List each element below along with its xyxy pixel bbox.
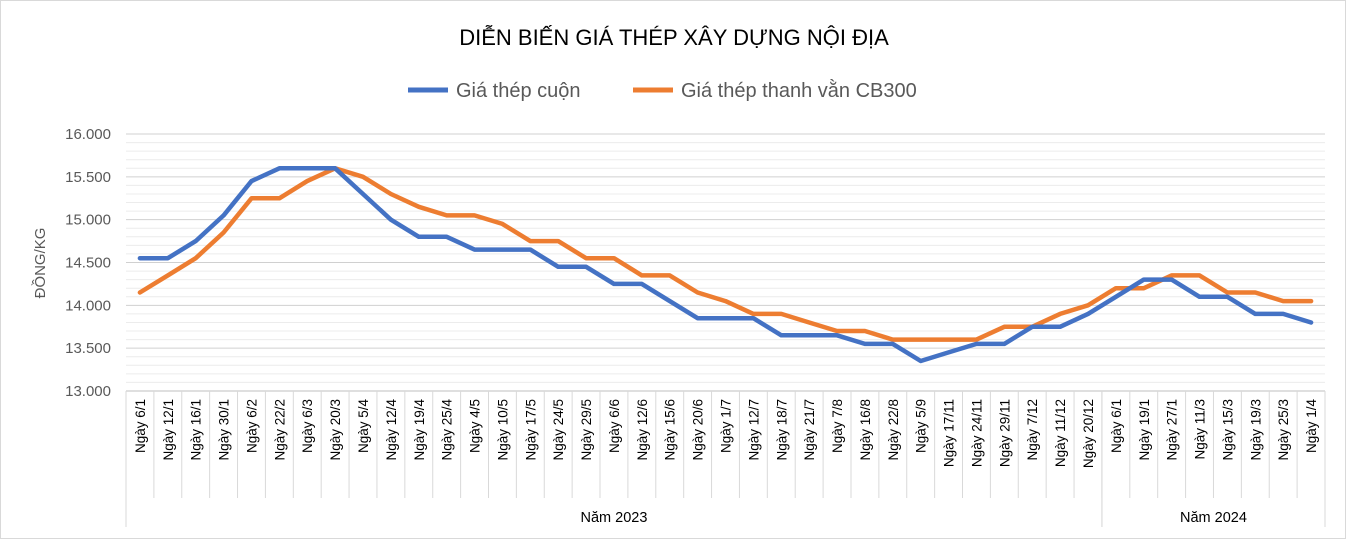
x-tick-label: Ngày 25/4 <box>440 399 455 461</box>
x-tick-label: Ngày 6/1 <box>1109 399 1124 453</box>
x-tick-label: Ngày 6/1 <box>133 399 148 453</box>
x-tick-label: Ngày 20/3 <box>328 399 343 461</box>
x-tick-label: Ngày 10/5 <box>495 399 510 461</box>
group-label: Năm 2024 <box>1180 510 1247 526</box>
x-tick-label: Ngày 27/1 <box>1165 399 1180 461</box>
x-tick-label: Ngày 19/3 <box>1248 399 1263 461</box>
series-line-0 <box>137 166 1314 364</box>
legend-label: Giá thép thanh vằn CB300 <box>681 79 917 102</box>
x-tick-label: Ngày 4/5 <box>468 399 483 453</box>
x-tick-label: Ngày 15/6 <box>663 399 678 461</box>
chart-title: DIỄN BIẾN GIÁ THÉP XÂY DỰNG NỘI ĐỊA <box>459 24 889 50</box>
x-tick-label: Ngày 1/4 <box>1304 399 1319 454</box>
x-tick-label: Ngày 11/12 <box>1053 399 1068 467</box>
x-tick-label: Ngày 16/1 <box>189 399 204 461</box>
series-lines <box>137 166 1314 364</box>
x-tick-label: Ngày 5/4 <box>356 399 371 454</box>
x-tick-label: Ngày 24/5 <box>551 399 566 461</box>
legend-label: Giá thép cuộn <box>456 80 581 102</box>
y-tick-label: 14.000 <box>65 297 111 314</box>
x-tick-label: Ngày 24/11 <box>969 399 984 467</box>
x-tick-label: Ngày 20/12 <box>1081 399 1096 468</box>
x-tick-label: Ngày 21/7 <box>802 399 817 461</box>
x-tick-label: Ngày 30/1 <box>217 399 232 461</box>
x-tick-label: Ngày 7/8 <box>830 399 845 453</box>
x-tick-label: Ngày 17/11 <box>942 399 957 467</box>
x-tick-label: Ngày 7/12 <box>1025 399 1040 461</box>
x-tick-label: Ngày 15/3 <box>1220 399 1235 461</box>
x-tick-label: Ngày 12/6 <box>635 399 650 461</box>
y-tick-label: 15.000 <box>65 212 111 229</box>
x-tick-label: Ngày 25/3 <box>1276 399 1291 461</box>
chart-legend: Giá thép cuộn Giá thép thanh vằn CB300 <box>408 79 917 102</box>
x-tick-label: Ngày 6/6 <box>607 399 622 453</box>
x-tick-label: Ngày 6/3 <box>300 399 315 453</box>
x-tick-label: Ngày 5/9 <box>914 399 929 453</box>
y-tick-label: 14.500 <box>65 255 111 272</box>
x-tick-label: Ngày 29/5 <box>579 399 594 461</box>
x-tick-label: Ngày 18/7 <box>774 399 789 461</box>
x-tick-label: Ngày 16/8 <box>858 399 873 461</box>
x-tick-label: Ngày 29/11 <box>997 399 1012 467</box>
x-tick-label: Ngày 22/2 <box>272 399 287 461</box>
y-tick-label: 16.000 <box>65 126 111 143</box>
x-axis: Ngày 6/1 Ngày 12/1 Ngày 16/1 Ngày 30/1 Ngày … <box>125 390 1326 527</box>
x-tick-label: Ngày 12/4 <box>384 399 399 461</box>
x-tick-label: Ngày 1/7 <box>719 399 734 453</box>
x-tick-label: Ngày 17/5 <box>523 399 538 461</box>
y-axis: 13.000 13.500 14.000 14.500 15.000 15.500 16.0… <box>65 126 111 400</box>
x-tick-label: Ngày 6/2 <box>244 399 259 453</box>
x-tick-label: Ngày 20/6 <box>691 399 706 461</box>
y-tick-label: 13.000 <box>65 383 111 400</box>
x-tick-label: Ngày 11/3 <box>1193 399 1208 460</box>
x-tick-label: Ngày 12/1 <box>161 399 176 461</box>
y-axis-label: ĐỒNG/KG <box>31 228 49 299</box>
gridlines <box>126 133 1325 392</box>
x-tick-label: Ngày 19/1 <box>1137 399 1152 461</box>
y-tick-label: 15.500 <box>65 169 111 186</box>
x-tick-label: Ngày 12/7 <box>746 399 761 461</box>
x-tick-label: Ngày 19/4 <box>412 399 427 461</box>
y-tick-label: 13.500 <box>65 340 111 357</box>
x-tick-label: Ngày 22/8 <box>886 399 901 461</box>
group-label: Năm 2023 <box>581 510 648 526</box>
